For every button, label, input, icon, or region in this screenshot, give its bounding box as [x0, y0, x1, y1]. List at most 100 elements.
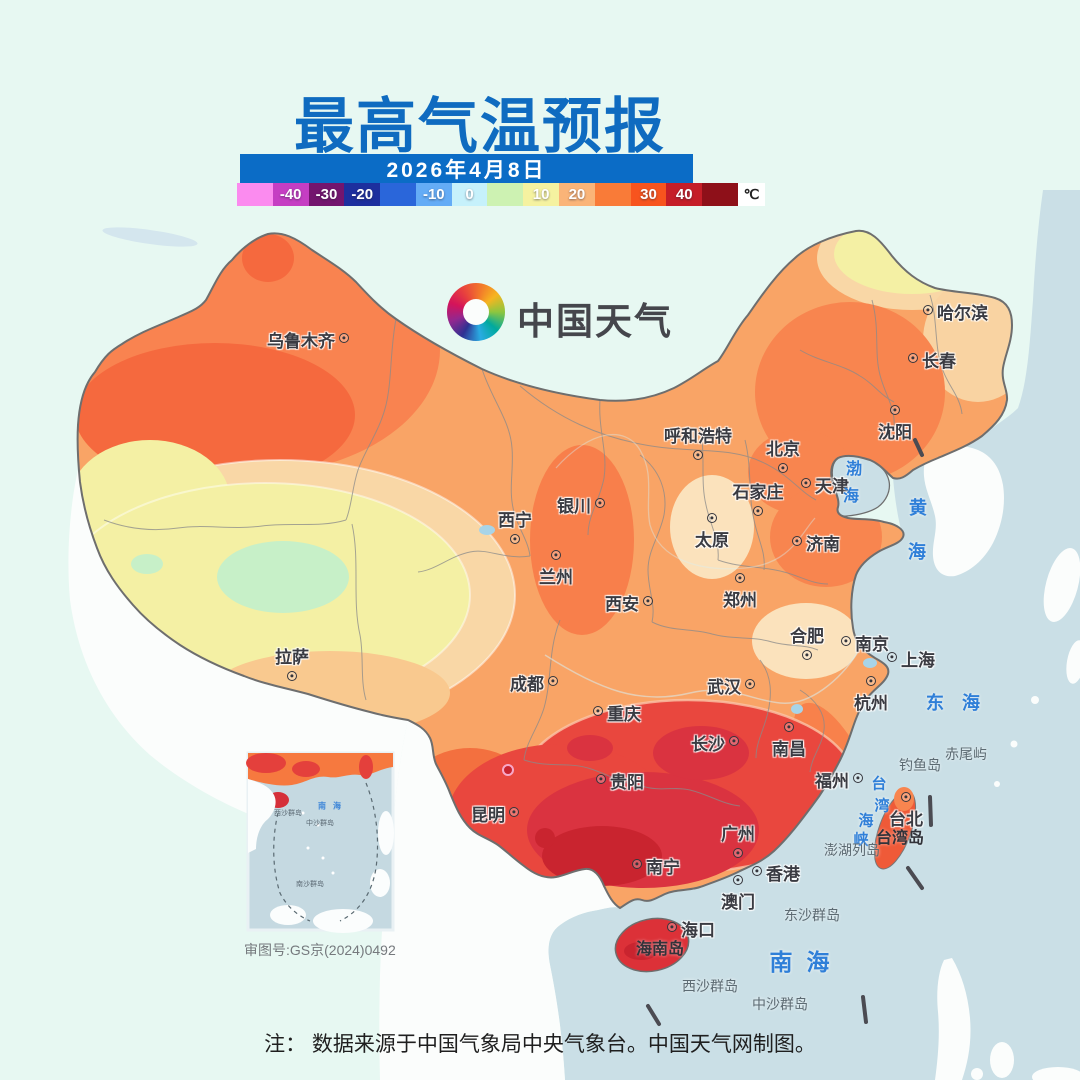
city-label: 郑州: [723, 591, 757, 610]
island-label: 西沙群岛: [682, 978, 738, 994]
source-note: 注： 数据来源于中国气象局中央气象台。中国天气网制图。: [264, 1033, 816, 1056]
city-label: 贵阳: [610, 773, 644, 792]
lakes: [479, 525, 877, 714]
city-label: 乌鲁木齐: [267, 332, 335, 351]
map-approval-number: 审图号:GS京(2024)0492: [244, 942, 396, 958]
city-marker-icon: [890, 405, 900, 415]
korea-peninsula: [923, 446, 1004, 577]
city-marker-icon: [887, 652, 897, 662]
legend-cell: -10: [415, 183, 452, 206]
city-marker-icon: [735, 573, 745, 583]
sea-label: 海: [806, 949, 830, 975]
area-label: 台湾岛: [875, 830, 925, 847]
city-label: 海口: [681, 921, 715, 940]
legend-cell: [380, 183, 416, 206]
city-marker-icon: [595, 498, 605, 508]
city-label: 杭州: [854, 694, 888, 713]
city-label: 西宁: [498, 511, 532, 530]
city-label: 石家庄: [732, 483, 784, 502]
city-marker-icon: [901, 792, 911, 802]
page-title: 最高气温预报: [294, 93, 666, 160]
city-label: 重庆: [607, 705, 641, 724]
city-marker-icon: [596, 774, 606, 784]
sea-label: 海: [842, 488, 860, 505]
city-marker-icon: [801, 478, 811, 488]
city-marker-icon: [853, 773, 863, 783]
city-marker-icon: [643, 596, 653, 606]
city-marker-icon: [707, 513, 717, 523]
city-label: 西安: [605, 595, 639, 614]
china-weather-logo-text: 中国天气: [517, 301, 673, 342]
legend-unit: ℃: [737, 183, 765, 206]
legend-cell-label: 0: [465, 186, 474, 203]
sea-label: 南: [769, 949, 793, 975]
city-label: 上海: [901, 651, 935, 670]
south-china-sea-inset: [246, 751, 395, 933]
city-label: 沈阳: [878, 423, 912, 442]
city-marker-icon: [339, 333, 349, 343]
city-label: 合肥: [790, 627, 824, 646]
sea-label: 海: [908, 542, 926, 562]
city-marker-icon: [667, 922, 677, 932]
city-label: 南宁: [646, 858, 680, 877]
city-label: 南京: [855, 635, 889, 654]
sea-label: 湾: [874, 797, 890, 815]
city-label: 武汉: [707, 678, 741, 697]
city-marker-icon: [287, 671, 297, 681]
city-marker-icon: [752, 866, 762, 876]
city-marker-icon: [753, 506, 763, 516]
city-marker-icon: [593, 706, 603, 716]
city-marker-icon: [784, 722, 794, 732]
legend-cell-label: -40: [279, 186, 302, 203]
city-marker-icon: [551, 550, 561, 560]
sea-label: 海: [962, 693, 980, 713]
legend-cell-label: 30: [640, 186, 657, 203]
legend-cell: -40: [272, 183, 309, 206]
area-label: 海南岛: [635, 941, 685, 958]
island-label: 赤尾屿: [945, 746, 987, 762]
city-marker-icon: [733, 875, 743, 885]
legend-cell: [594, 183, 631, 206]
legend-cell: -30: [308, 183, 345, 206]
city-marker-icon: [733, 848, 743, 858]
city-marker-icon: [548, 676, 558, 686]
legend-cell: 20: [559, 183, 595, 206]
city-label: 兰州: [539, 568, 573, 587]
legend-bar: -40 -30 -20 -10 0 10 20 30 40 ℃: [237, 183, 765, 206]
city-label: 北京: [766, 440, 800, 459]
legend-cell: 30: [630, 183, 667, 206]
inset-sea-label: 南: [318, 801, 326, 811]
city-label: 济南: [806, 535, 840, 554]
city-label: 澳门: [721, 893, 755, 912]
maritime-boundary-dashes: [646, 438, 933, 1026]
legend-cell-label: -10: [422, 186, 445, 203]
city-marker-icon: [923, 305, 933, 315]
city-marker-icon: [693, 450, 703, 460]
city-marker-icon: [509, 807, 519, 817]
city-marker-icon: [802, 650, 812, 660]
city-marker-icon: [510, 534, 520, 544]
city-marker-icon: [778, 463, 788, 473]
city-label: 呼和浩特: [664, 427, 732, 446]
legend-cell-label: -30: [315, 186, 338, 203]
island-label: 钓鱼岛: [899, 757, 941, 773]
legend-cell-label: 40: [675, 186, 693, 203]
sea-label: 东: [926, 693, 944, 713]
city-label: 银川: [557, 497, 591, 516]
rivers: [544, 434, 859, 704]
city-label: 长沙: [691, 735, 725, 754]
legend-cell: -20: [344, 183, 381, 206]
city-marker-icon: [745, 679, 755, 689]
legend-cell: [487, 183, 524, 206]
legend-cell: [237, 183, 273, 206]
city-label: 长春: [922, 352, 956, 371]
legend-cell: 0: [451, 183, 488, 206]
legend-cell-label: 20: [568, 186, 586, 203]
sea-label: 海: [858, 812, 874, 830]
china-weather-logo-icon: [447, 283, 505, 341]
province-boundaries: [103, 294, 963, 807]
legend-cell: [702, 183, 738, 206]
city-marker-icon: [729, 736, 739, 746]
sea-label: 峡: [853, 831, 869, 849]
